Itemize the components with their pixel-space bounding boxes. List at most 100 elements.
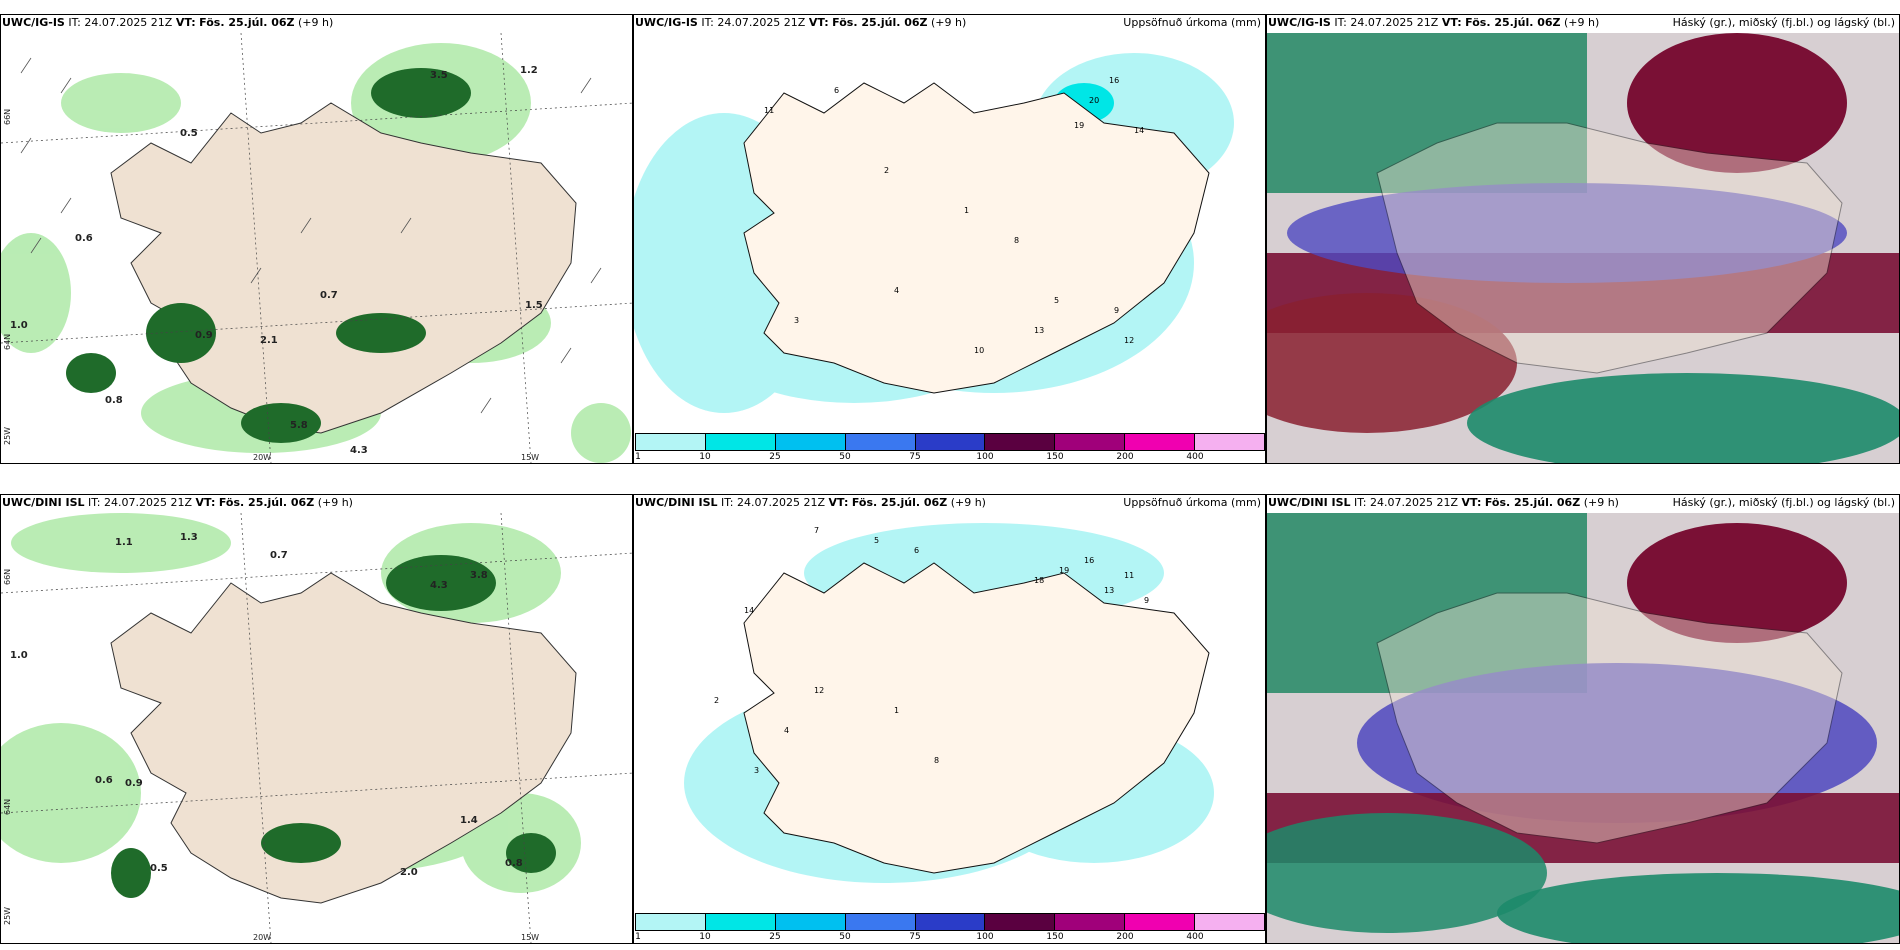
cloud-title: Háský (gr.), miðský (fj.bl.) og lágský (… bbox=[1672, 16, 1895, 29]
cbar-segment bbox=[1055, 434, 1126, 450]
precip-value: 9 bbox=[1114, 306, 1119, 315]
wind-value: 0.6 bbox=[95, 775, 113, 786]
precip-value: 3 bbox=[754, 766, 759, 775]
wind-value: 0.5 bbox=[150, 863, 168, 874]
tick: 400 bbox=[1186, 452, 1204, 462]
cloud-map-ig bbox=[1267, 33, 1899, 463]
precip-value: 10 bbox=[974, 346, 984, 355]
precip-value: 6 bbox=[914, 546, 919, 555]
colorbar-ticks: 1 10 25 50 75 100 150 200 400 bbox=[635, 452, 1265, 463]
precip-value: 8 bbox=[934, 756, 939, 765]
panel-title: UWC/IG-IS IT: 24.07.2025 21Z VT: Fös. 25… bbox=[635, 16, 967, 29]
panel-title: UWC/DINI ISL IT: 24.07.2025 21Z VT: Fös.… bbox=[2, 496, 353, 509]
wind-value: 1.0 bbox=[10, 320, 28, 331]
lon-label: 20W bbox=[253, 933, 272, 942]
precip-value: 9 bbox=[1144, 596, 1149, 605]
lon-label: 20W bbox=[253, 453, 272, 462]
precip-value: 4 bbox=[784, 726, 789, 735]
precip-value: 14 bbox=[744, 606, 754, 615]
tick: 150 bbox=[1046, 452, 1064, 462]
cbar-segment bbox=[1195, 434, 1265, 450]
tick: 25 bbox=[769, 452, 781, 462]
precip-value: 5 bbox=[874, 536, 879, 545]
wind-value: 1.0 bbox=[10, 650, 28, 661]
wind-value: 0.8 bbox=[105, 395, 123, 406]
wind-value: 2.1 bbox=[260, 335, 278, 346]
wind-value: 3.8 bbox=[470, 570, 488, 581]
tick: 75 bbox=[909, 932, 921, 942]
tick: 200 bbox=[1116, 932, 1134, 942]
tick: 10 bbox=[699, 452, 711, 462]
precip-value: 19 bbox=[1074, 121, 1084, 130]
tick: 1 bbox=[635, 452, 641, 462]
precip-value: 2 bbox=[714, 696, 719, 705]
wind-map-dini bbox=[1, 513, 632, 943]
cbar-segment bbox=[775, 434, 846, 450]
precip-value: 12 bbox=[1124, 336, 1134, 345]
wind-value: 3.5 bbox=[430, 70, 448, 81]
wind-value: 0.9 bbox=[125, 778, 143, 789]
precip-value: 12 bbox=[814, 686, 824, 695]
cbar-segment bbox=[915, 914, 986, 930]
wind-panel-ig: UWC/IG-IS IT: 24.07.2025 21Z VT: Fös. 25… bbox=[0, 14, 633, 464]
lat-label: 66N bbox=[3, 108, 12, 125]
iceland-land bbox=[743, 82, 1210, 394]
precip-value: 2 bbox=[884, 166, 889, 175]
lon-label: 15W bbox=[521, 933, 540, 942]
precip-value: 19 bbox=[1059, 566, 1069, 575]
cloud-title: Háský (gr.), miðský (fj.bl.) og lágský (… bbox=[1672, 496, 1895, 509]
precip-value: 13 bbox=[1104, 586, 1114, 595]
lat-label: 25W bbox=[3, 906, 12, 925]
cbar-segment bbox=[845, 914, 916, 930]
cbar-segment bbox=[985, 914, 1056, 930]
wind-value: 0.6 bbox=[75, 233, 93, 244]
precip-title: Uppsöfnuð úrkoma (mm) bbox=[1123, 496, 1261, 509]
wind-panel-dini: UWC/DINI ISL IT: 24.07.2025 21Z VT: Fös.… bbox=[0, 494, 633, 944]
cbar-segment bbox=[985, 434, 1056, 450]
precip-value: 13 bbox=[1034, 326, 1044, 335]
precip-panel-dini: UWC/DINI ISL IT: 24.07.2025 21Z VT: Fös.… bbox=[633, 494, 1266, 944]
cloud-map-dini bbox=[1267, 513, 1899, 943]
tick: 75 bbox=[909, 452, 921, 462]
panel-title: UWC/IG-IS IT: 24.07.2025 21Z VT: Fös. 25… bbox=[2, 16, 334, 29]
cbar-segment bbox=[636, 914, 706, 930]
panel-title: UWC/DINI ISL IT: 24.07.2025 21Z VT: Fös.… bbox=[1268, 496, 1619, 509]
wind-value: 0.7 bbox=[270, 550, 288, 561]
precip-value: 5 bbox=[1054, 296, 1059, 305]
precip-value: 11 bbox=[1124, 571, 1134, 580]
precip-panel-ig: UWC/IG-IS IT: 24.07.2025 21Z VT: Fös. 25… bbox=[633, 14, 1266, 464]
cbar-segment bbox=[845, 434, 916, 450]
tick: 50 bbox=[839, 932, 851, 942]
lat-label: 64N bbox=[3, 333, 12, 350]
wind-value: 1.4 bbox=[460, 815, 478, 826]
precip-value: 6 bbox=[834, 86, 839, 95]
precip-value: 14 bbox=[1134, 126, 1144, 135]
wind-value: 1.5 bbox=[525, 300, 543, 311]
precip-value: 11 bbox=[764, 106, 774, 115]
cbar-segment bbox=[705, 434, 776, 450]
wind-value: 2.0 bbox=[400, 867, 418, 878]
precip-value: 4 bbox=[894, 286, 899, 295]
wind-map-ig bbox=[1, 33, 632, 463]
precip-value: 1 bbox=[894, 706, 899, 715]
tick: 200 bbox=[1116, 452, 1134, 462]
precip-colorbar bbox=[635, 913, 1265, 931]
iceland-land bbox=[743, 562, 1210, 874]
cbar-segment bbox=[1125, 434, 1196, 450]
wind-value: 0.7 bbox=[320, 290, 338, 301]
wind-value: 1.3 bbox=[180, 532, 198, 543]
precip-value: 1 bbox=[964, 206, 969, 215]
cloud-panel-dini: UWC/DINI ISL IT: 24.07.2025 21Z VT: Fös.… bbox=[1266, 494, 1900, 944]
precip-value: 8 bbox=[1014, 236, 1019, 245]
tick: 25 bbox=[769, 932, 781, 942]
wind-value: 5.8 bbox=[290, 420, 308, 431]
wind-value: 4.3 bbox=[430, 580, 448, 591]
wind-value: 0.9 bbox=[195, 330, 213, 341]
wind-value: 1.2 bbox=[520, 65, 538, 76]
cbar-segment bbox=[1055, 914, 1126, 930]
precip-colorbar bbox=[635, 433, 1265, 451]
wind-value: 1.1 bbox=[115, 537, 133, 548]
precip-map-ig: 6 2 1 3 4 5 9 12 10 20 16 14 8 11 13 19 bbox=[634, 33, 1265, 433]
tick: 1 bbox=[635, 932, 641, 942]
panel-title: UWC/DINI ISL IT: 24.07.2025 21Z VT: Fös.… bbox=[635, 496, 986, 509]
